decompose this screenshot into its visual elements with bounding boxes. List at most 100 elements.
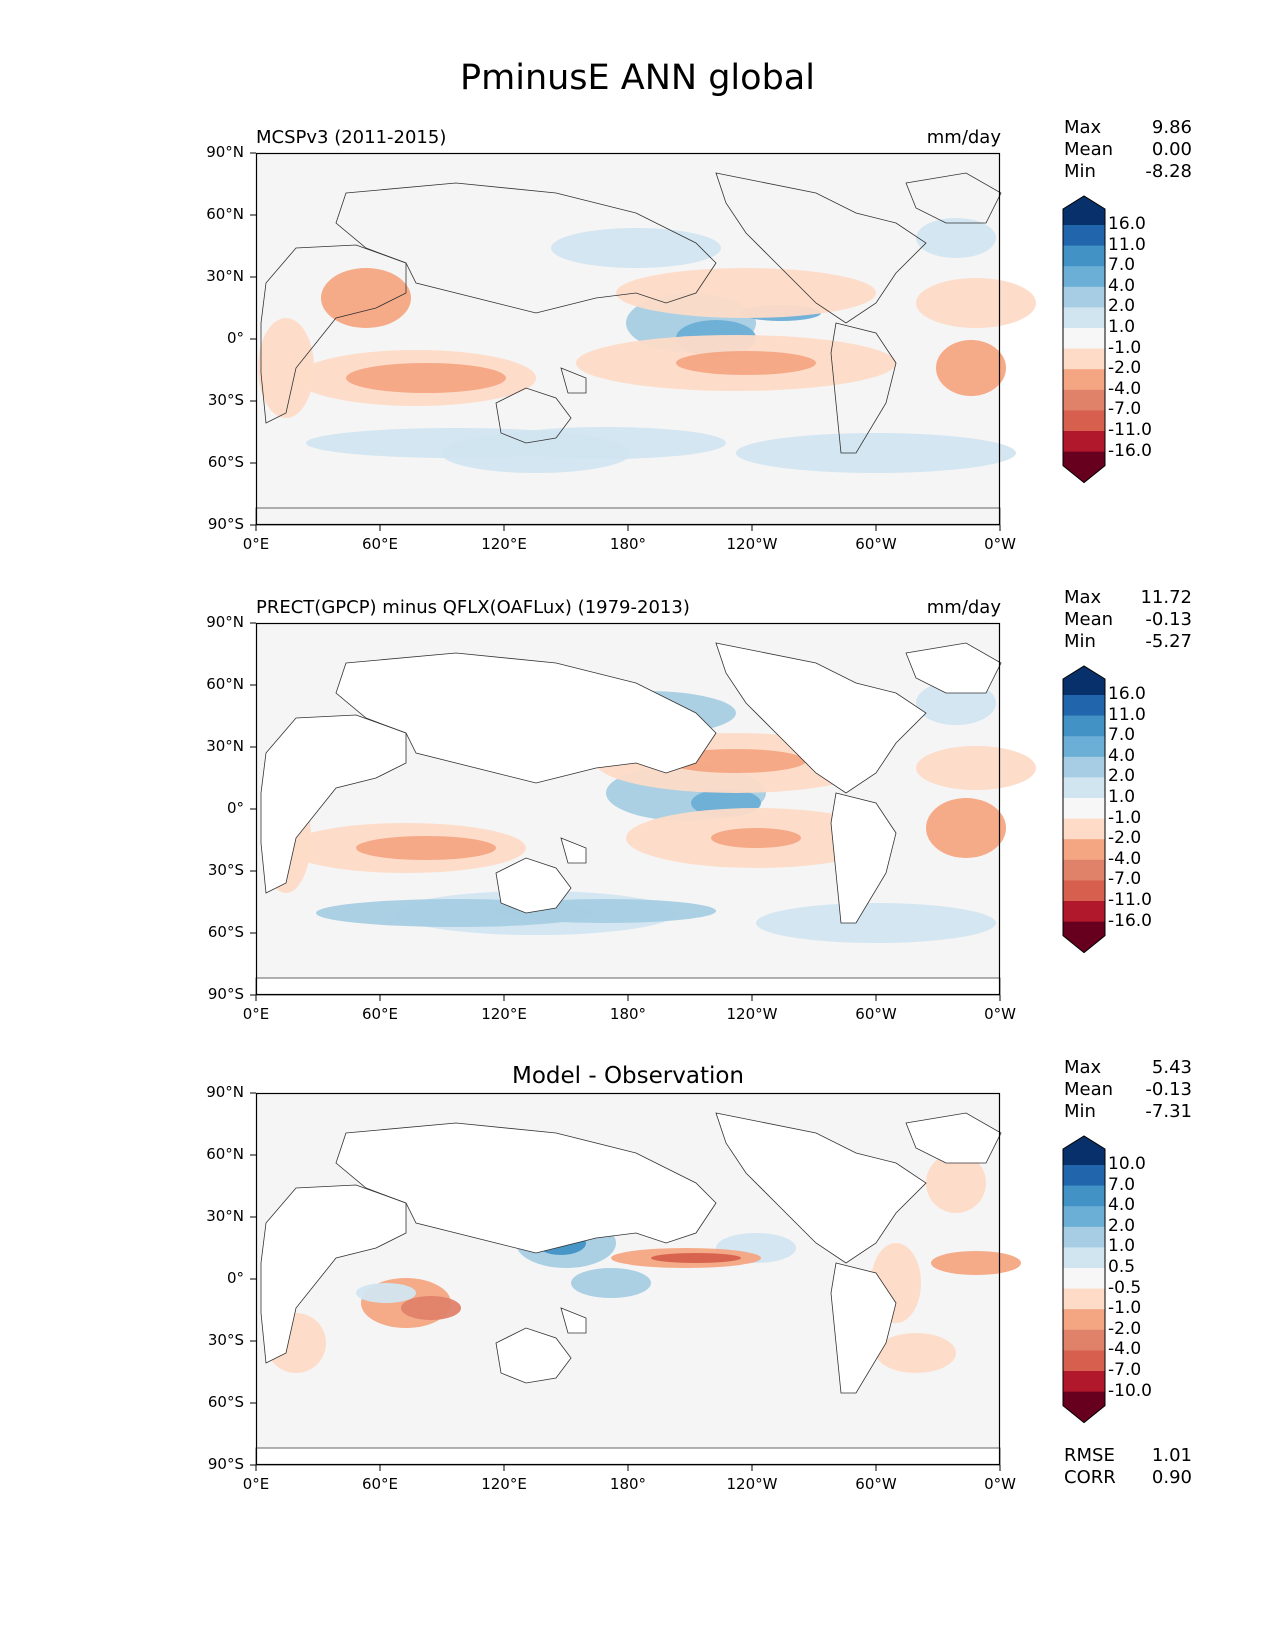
contour-region [676, 351, 816, 375]
colorbar-tick-label: -2.0 [1108, 1318, 1142, 1339]
contour-region [258, 318, 314, 418]
stat-min-label: Min [1064, 631, 1096, 652]
colorbar-segment [1063, 245, 1105, 267]
stat-min-value: -8.28 [1145, 161, 1192, 182]
colorbar-tick-label: -10.0 [1108, 1380, 1152, 1401]
colorbar-segment [1063, 266, 1105, 288]
contour-region [401, 1296, 461, 1320]
lat-tick-label: 30°N [206, 737, 244, 755]
lon-tick-label: 60°W [855, 1005, 897, 1023]
stat-mean-value: -0.13 [1145, 1079, 1192, 1100]
lon-tick-label: 60°E [361, 535, 399, 553]
lon-tick-label: 0°W [984, 1005, 1016, 1023]
colorbar-tick-label: 1.0 [1108, 1236, 1136, 1257]
colorbar-segment [1063, 1371, 1105, 1393]
lon-tick-label: 0°W [984, 1475, 1016, 1493]
colorbar-test [1062, 195, 1106, 488]
rmse-value: 1.01 [1151, 1445, 1192, 1466]
coastline [495, 857, 572, 914]
stats-reference: Max 11.72 Mean -0.13 Min -5.27 [1064, 587, 1192, 653]
contour-region [936, 340, 1006, 396]
stat-max-value: 5.43 [1151, 1057, 1192, 1078]
lon-tick-label: 60°W [855, 1475, 897, 1493]
colorbar-segment [1063, 348, 1105, 370]
colorbar-tick-label: 7.0 [1108, 725, 1136, 746]
panel-test: MCSPv3 (2011-2015) mm/day 90°N 60°N 30°N 0°… [0, 127, 1275, 597]
lat-tick-label: 90°S [207, 1455, 244, 1473]
colorbar-segment [1063, 1165, 1105, 1187]
contour-region [356, 836, 496, 860]
colorbar-tick-label: -1.0 [1108, 807, 1142, 828]
map-diff [250, 1092, 1021, 1471]
coastline [495, 387, 572, 444]
map-frame [255, 1092, 1001, 1466]
corr-value: 0.90 [1151, 1467, 1192, 1488]
lon-tick-label: 0°E [242, 1475, 270, 1493]
colorbar-tick-label: 2.0 [1108, 1215, 1136, 1236]
coastline [255, 977, 1001, 996]
colorbar-tick-label: -1.0 [1108, 1298, 1142, 1319]
colorbar-tick-label: 1.0 [1108, 317, 1136, 337]
stat-min-label: Min [1064, 161, 1096, 182]
lat-tick-label: 60°S [207, 453, 244, 471]
colorbar-tick-label: -0.5 [1108, 1277, 1142, 1298]
coastline [715, 172, 927, 324]
lon-tick-label: 120°E [481, 1475, 527, 1493]
lat-tick-label: 60°N [206, 675, 244, 693]
lat-tick-label: 30°N [206, 1207, 244, 1225]
colorbar-segment [1063, 389, 1105, 411]
colorbar-tick-label: 2.0 [1108, 766, 1136, 787]
colorbar-segment [1063, 410, 1105, 432]
stat-max-label: Max [1064, 1057, 1102, 1078]
coastline [560, 367, 587, 394]
stat-min-value: -7.31 [1145, 1101, 1192, 1122]
stats-diff: Max 5.43 Mean -0.13 Min -7.31 [1064, 1057, 1192, 1123]
colorbar-tick-label: -2.0 [1108, 828, 1142, 849]
coastline [905, 1112, 1002, 1164]
contour-region [756, 903, 996, 943]
stat-max-value: 11.72 [1140, 587, 1192, 608]
lat-tick-label: 90°N [206, 1083, 244, 1101]
coastline [260, 1184, 407, 1364]
coastline [335, 182, 717, 314]
contour-region [876, 1333, 956, 1373]
coastline [260, 714, 407, 894]
contour-region [306, 428, 606, 458]
colorbar-segment [1063, 307, 1105, 329]
colorbar-segment [1063, 777, 1105, 799]
colorbar-tick-label: -4.0 [1108, 848, 1142, 869]
colorbar-tick-label: 4.0 [1108, 745, 1136, 766]
figure-title: PminusE ANN global [460, 58, 815, 98]
colorbar-cap [1063, 1136, 1105, 1165]
colorbar-segment [1063, 1206, 1105, 1228]
colorbar-tick-label: -11.0 [1108, 420, 1152, 440]
coastline [260, 244, 407, 424]
colorbar-tick-label: 16.0 [1108, 684, 1146, 704]
contour-region [616, 268, 876, 318]
lon-tick-label: 180° [609, 1005, 647, 1023]
colorbar-tick-label: 11.0 [1108, 704, 1146, 725]
colorbar-segment [1063, 756, 1105, 778]
lon-tick-label: 180° [609, 1475, 647, 1493]
panel-units: mm/day [926, 597, 1001, 618]
coastline [335, 652, 717, 784]
lon-tick-label: 120°E [481, 1005, 527, 1023]
lon-tick-label: 120°W [726, 1005, 778, 1023]
lat-tick-label: 0° [226, 329, 244, 347]
contour-region [926, 798, 1006, 858]
lon-tick-label: 120°W [726, 535, 778, 553]
coastline [905, 172, 1002, 224]
stat-mean-value: 0.00 [1151, 139, 1192, 160]
colorbar-tick-label: -7.0 [1108, 1360, 1142, 1380]
stat-min-value: -5.27 [1145, 631, 1192, 652]
rmse-label: RMSE [1064, 1445, 1115, 1466]
stat-max-label: Max [1064, 587, 1102, 608]
lon-tick-label: 120°E [481, 535, 527, 553]
colorbar-tick-label: 10.0 [1108, 1154, 1146, 1174]
panel-title-left: MCSPv3 (2011-2015) [256, 127, 447, 148]
colorbar-cap [1063, 666, 1105, 695]
coastline [255, 1447, 1001, 1466]
lat-tick-label: 60°N [206, 205, 244, 223]
colorbar-diff [1062, 1135, 1106, 1428]
contour-region [736, 433, 1016, 473]
